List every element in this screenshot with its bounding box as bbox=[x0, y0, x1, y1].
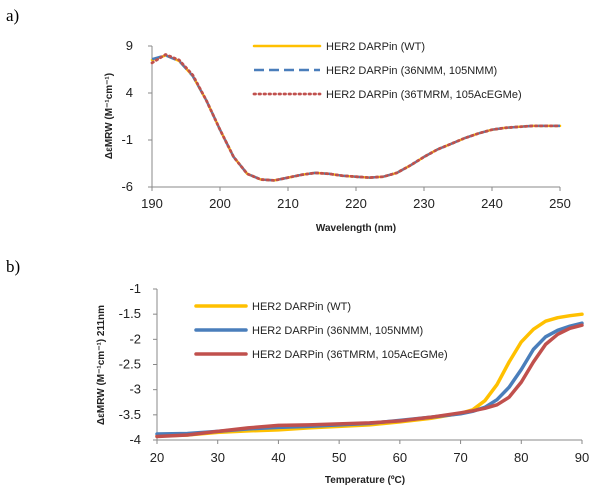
legend-label-3: HER2 DARPin (36TMRM, 105AcEGMe) bbox=[326, 89, 522, 101]
legend-label-1: HER2 DARPin (WT) bbox=[326, 41, 425, 53]
y-tick-label: -1 bbox=[121, 132, 133, 147]
x-axis-label: Temperature (ºC) bbox=[325, 475, 405, 486]
panel-a-label: a) bbox=[6, 6, 20, 25]
y-tick-label: 4 bbox=[126, 85, 133, 100]
legend-label-2: HER2 DARPin (36NMM, 105NMM) bbox=[326, 65, 497, 77]
y-tick-label: -3 bbox=[129, 382, 141, 397]
y-tick-label: 9 bbox=[126, 38, 133, 53]
x-tick-label: 230 bbox=[413, 196, 435, 211]
y-tick-label: -6 bbox=[121, 179, 133, 194]
panel-b-label: b) bbox=[6, 257, 21, 276]
y-tick-label: -4 bbox=[129, 432, 141, 447]
x-tick-label: 210 bbox=[277, 196, 299, 211]
x-tick-label: 60 bbox=[393, 450, 407, 465]
x-axis-label: Wavelength (nm) bbox=[316, 223, 396, 234]
series-line-2 bbox=[155, 321, 584, 436]
series-line-3 bbox=[150, 53, 562, 182]
legend-label-2: HER2 DARPin (36NMM, 105NMM) bbox=[252, 325, 423, 337]
x-tick-label: 30 bbox=[210, 450, 224, 465]
x-tick-label: 20 bbox=[150, 450, 164, 465]
y-tick-label: -3.5 bbox=[119, 407, 141, 422]
x-tick-label: 70 bbox=[453, 450, 467, 465]
y-tick-label: -1.5 bbox=[119, 306, 141, 321]
series-line-3 bbox=[155, 323, 584, 439]
x-tick-label: 190 bbox=[141, 196, 163, 211]
legend-label-1: HER2 DARPin (WT) bbox=[252, 301, 351, 313]
cd-spectra-chart: 9 4 -1 -6 190 200 210 220 230 240 250 Wavelength (n… bbox=[104, 38, 571, 234]
x-tick-label: 240 bbox=[481, 196, 503, 211]
y-axis-label: ΔεMRW (M⁻¹cm⁻¹) 211nm bbox=[96, 305, 107, 425]
x-tick-label: 80 bbox=[514, 450, 528, 465]
x-tick-label: 250 bbox=[549, 196, 571, 211]
y-tick-label: -1 bbox=[129, 281, 141, 296]
y-tick-label: -2.5 bbox=[119, 357, 141, 372]
x-tick-label: 90 bbox=[575, 450, 589, 465]
x-tick-label: 200 bbox=[209, 196, 231, 211]
y-axis-label: ΔεMRW (M⁻¹cm⁻¹) bbox=[104, 73, 115, 159]
x-tick-label: 220 bbox=[345, 196, 367, 211]
legend-label-3: HER2 DARPin (36TMRM, 105AcEGMe) bbox=[252, 349, 448, 361]
y-tick-label: -2 bbox=[129, 331, 141, 346]
x-tick-label: 40 bbox=[271, 450, 285, 465]
x-tick-label: 50 bbox=[332, 450, 346, 465]
